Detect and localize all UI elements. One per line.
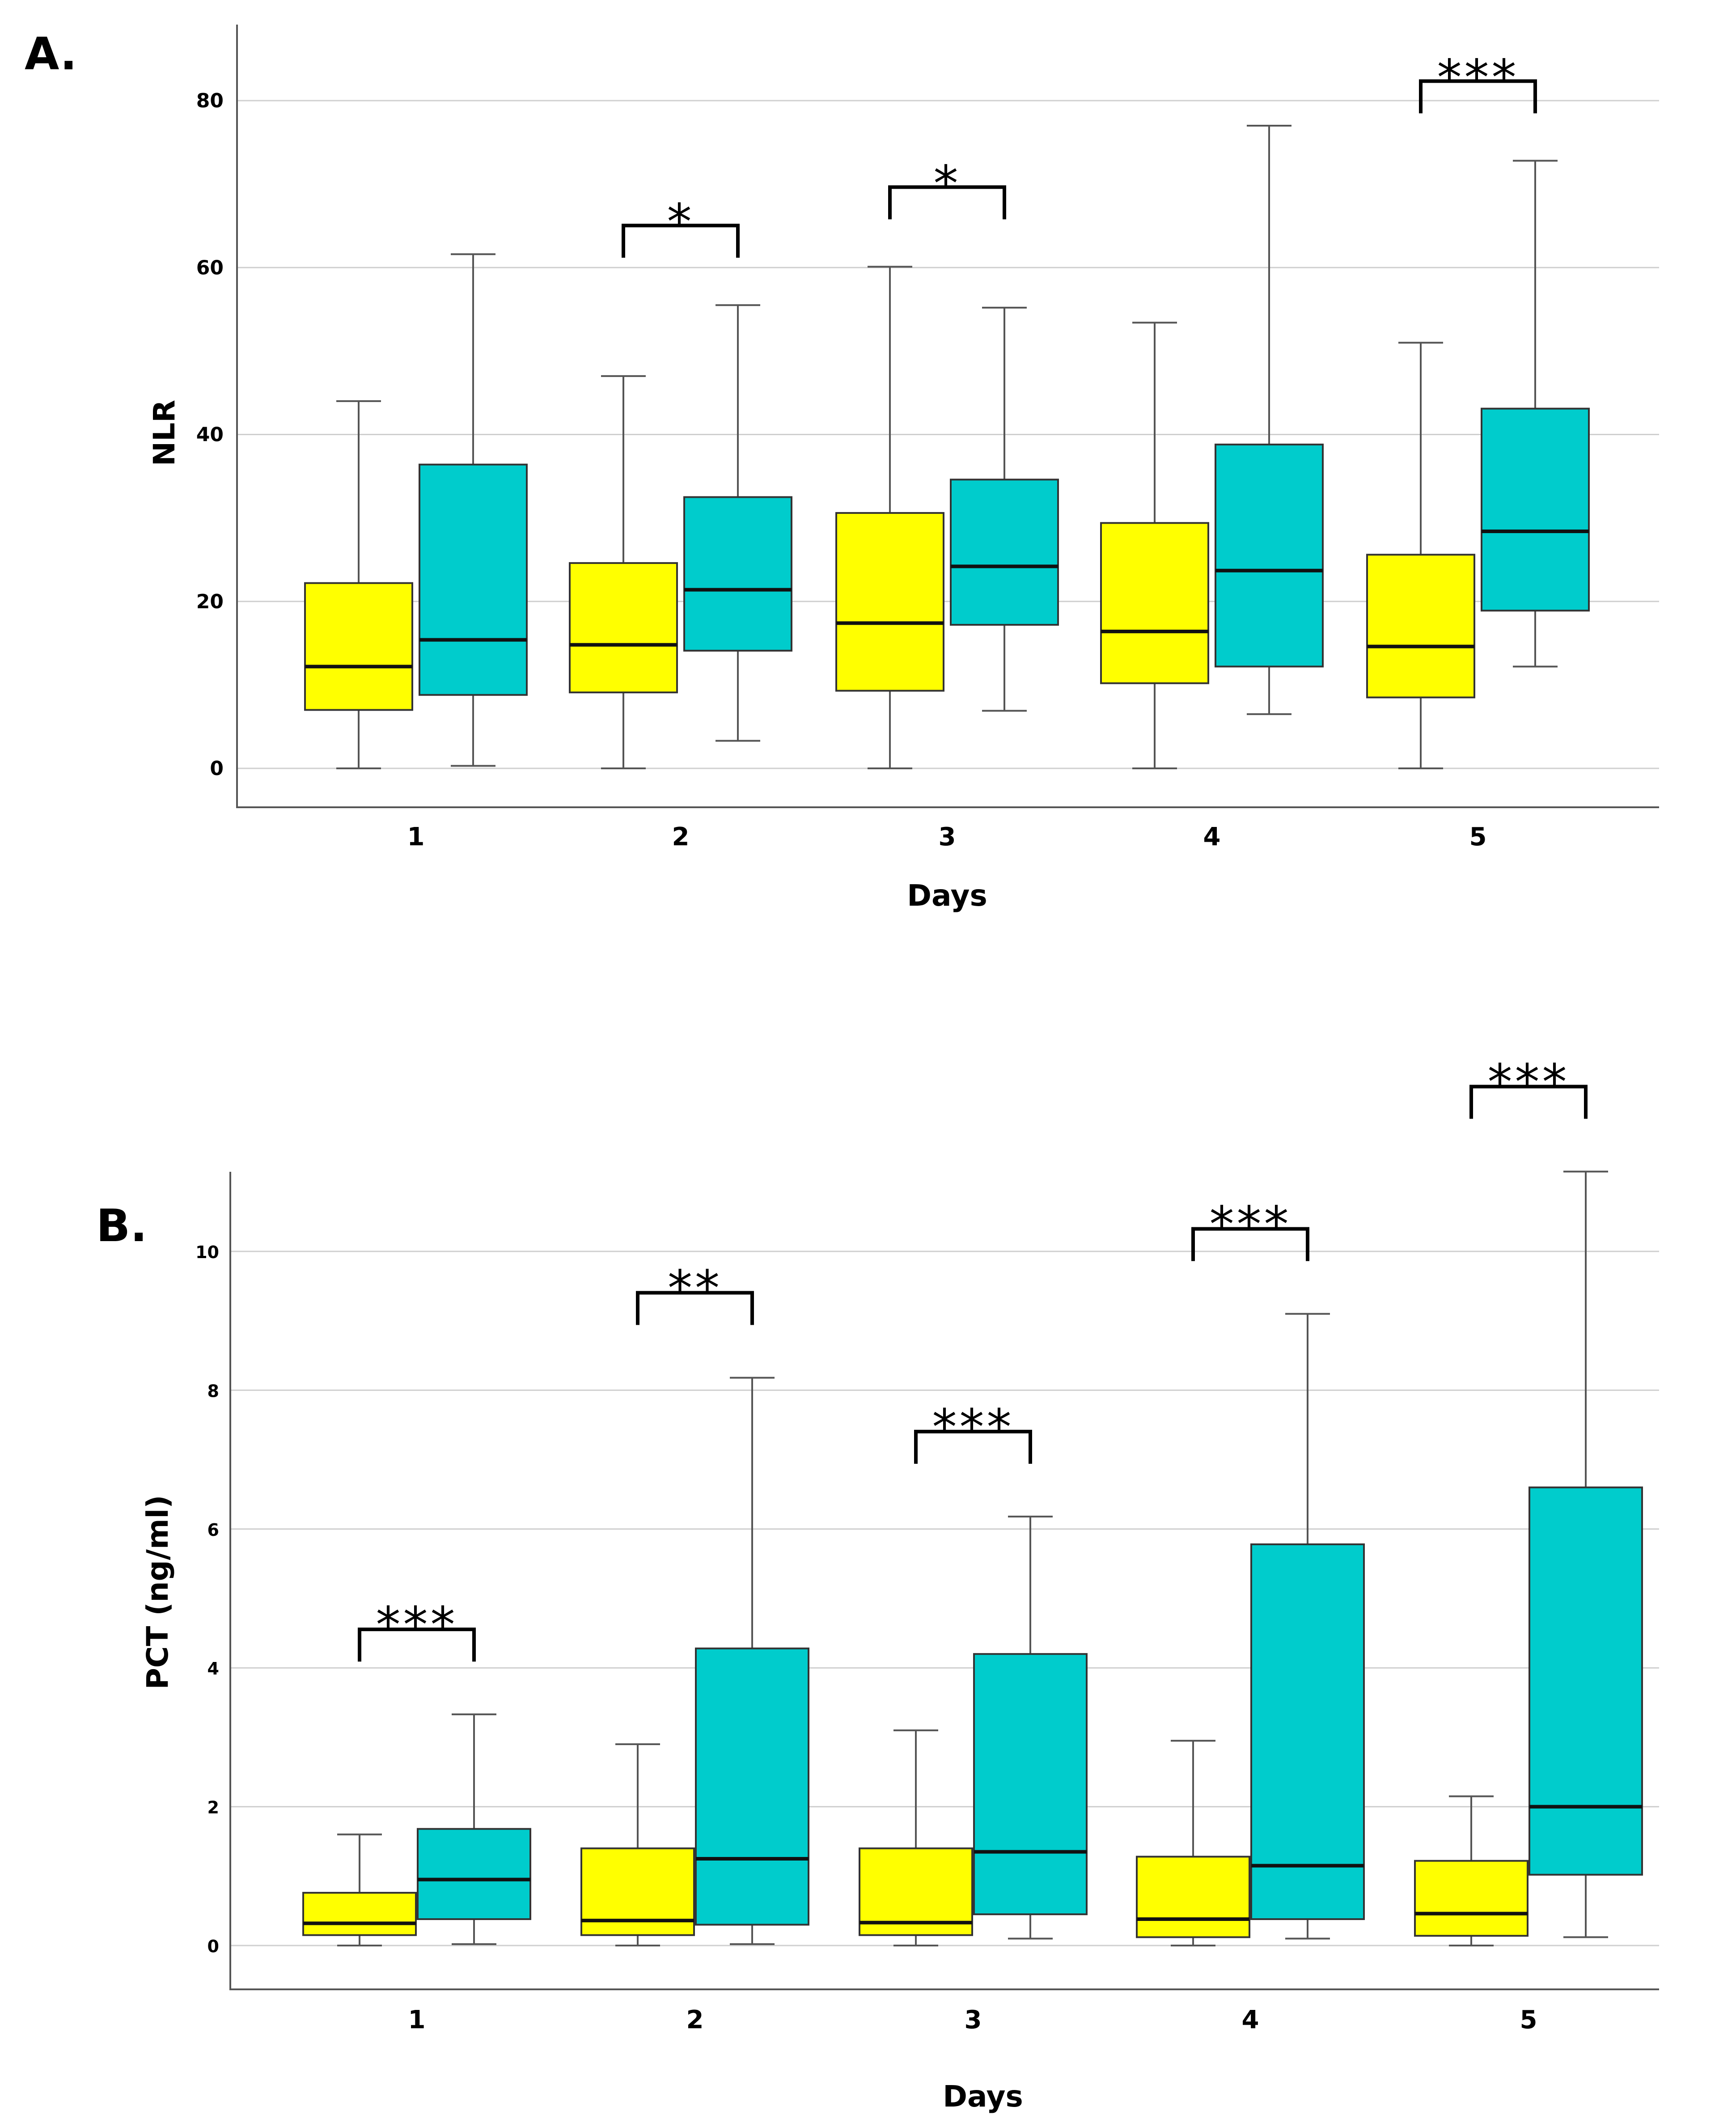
iqr-box <box>1136 1856 1250 1938</box>
box-group-2-day-5 <box>1481 160 1590 668</box>
box-group-2-day-4 <box>1250 1313 1365 1940</box>
significance-bracket <box>1191 1227 1309 1261</box>
iqr-box <box>304 582 413 711</box>
panel-a-axes <box>236 25 1659 808</box>
y-tick-label: 6 <box>207 1520 219 1540</box>
box-group-1-day-4 <box>1100 322 1209 769</box>
iqr-box <box>302 1892 417 1936</box>
x-tick-label: 2 <box>672 822 690 852</box>
y-tick-label: 0 <box>207 1937 219 1956</box>
iqr-box <box>1481 407 1590 612</box>
significance-label: *** <box>376 1596 458 1653</box>
y-tick-label: 4 <box>207 1659 219 1679</box>
box-group-2-day-1 <box>419 253 528 767</box>
panel-b-y-tick-labels: 0 2 4 6 8 10 <box>195 1242 219 1956</box>
significance-bracket <box>1469 1085 1588 1119</box>
significance-bracket <box>1419 79 1537 114</box>
box-group-2-day-1 <box>417 1713 531 1945</box>
box-group-1-day-1 <box>304 400 413 769</box>
panel-b-gridlines <box>230 1251 1659 1946</box>
y-tick-label: 2 <box>207 1798 219 1818</box>
significance-bracket <box>914 1429 1032 1464</box>
box-group-2-day-5 <box>1529 1170 1643 1938</box>
x-tick-label: 4 <box>1203 822 1221 852</box>
box-group-1-day-3 <box>859 1729 973 1946</box>
panel-a-y-axis-title: NLR <box>147 400 182 466</box>
panel-b-x-axis-title: Days <box>943 2079 1023 2114</box>
panel-b-label: B. <box>96 1200 147 1252</box>
iqr-box <box>1529 1486 1643 1876</box>
significance-label: *** <box>932 1399 1014 1456</box>
panel-a-x-tick-labels: 1 2 3 4 5 <box>407 822 1487 852</box>
box-group-1-day-2 <box>569 375 678 769</box>
panel-b-axes <box>229 1172 1659 1990</box>
significance-bracket <box>358 1628 476 1662</box>
iqr-box <box>859 1847 973 1936</box>
y-tick-label: 80 <box>196 89 224 112</box>
iqr-box <box>1215 443 1324 668</box>
box-group-1-day-5 <box>1366 342 1475 769</box>
significance-label: *** <box>1488 1054 1570 1111</box>
x-tick-label: 1 <box>408 2005 426 2035</box>
iqr-box <box>569 562 678 694</box>
iqr-box <box>835 512 944 692</box>
x-tick-label: 3 <box>965 2005 982 2035</box>
significance-label: * <box>667 193 694 250</box>
panel-a-y-tick-labels: 0 20 40 60 80 <box>196 89 224 780</box>
box-group-1-day-2 <box>580 1743 695 1946</box>
y-tick-label: 40 <box>196 424 224 446</box>
panel-a-boxes <box>304 124 1590 769</box>
iqr-box <box>1100 522 1209 684</box>
panel-a-label: A. <box>25 28 77 80</box>
significance-label: ** <box>668 1259 722 1317</box>
box-group-1-day-5 <box>1414 1795 1529 1946</box>
x-tick-label: 4 <box>1242 2005 1259 2035</box>
x-tick-label: 5 <box>1520 2005 1537 2035</box>
iqr-box <box>1366 554 1475 699</box>
significance-label: * <box>934 155 961 212</box>
x-tick-label: 3 <box>939 822 956 852</box>
box-group-2-day-2 <box>695 1377 809 1945</box>
iqr-box <box>1414 1860 1529 1937</box>
box-group-1-day-1 <box>302 1833 417 1946</box>
panel-b-y-axis-title: PCT (ng/ml) <box>140 1495 175 1690</box>
significance-bracket <box>888 185 1006 220</box>
y-tick-label: 0 <box>210 757 224 780</box>
panel-b-significance: ************** <box>358 1054 1588 1662</box>
significance-label: *** <box>1437 49 1519 106</box>
significance-label: *** <box>1210 1196 1291 1253</box>
box-group-2-day-3 <box>973 1515 1088 1940</box>
box-group-1-day-3 <box>835 266 944 769</box>
box-group-2-day-2 <box>683 304 792 742</box>
iqr-box <box>419 463 528 696</box>
significance-bracket <box>622 224 740 258</box>
iqr-box <box>1250 1543 1365 1920</box>
panel-a-x-axis-title: Days <box>907 878 987 913</box>
y-tick-label: 20 <box>196 590 224 613</box>
panel-b-boxes <box>302 1170 1643 1946</box>
y-tick-label: 60 <box>196 256 224 279</box>
iqr-box <box>683 496 792 652</box>
iqr-box <box>950 479 1059 626</box>
x-tick-label: 2 <box>686 2005 704 2035</box>
panel-a-significance: ***** <box>622 49 1537 258</box>
x-tick-label: 5 <box>1469 822 1487 852</box>
y-tick-label: 10 <box>195 1242 219 1262</box>
x-tick-label: 1 <box>407 822 425 852</box>
box-group-1-day-4 <box>1136 1740 1250 1946</box>
panel-b-x-tick-labels: 1 2 3 4 5 <box>408 2005 1537 2035</box>
iqr-box <box>417 1828 531 1920</box>
y-tick-label: 8 <box>207 1381 219 1401</box>
box-group-2-day-4 <box>1215 124 1324 715</box>
iqr-box <box>973 1653 1088 1916</box>
significance-bracket <box>636 1291 754 1325</box>
box-group-2-day-3 <box>950 306 1059 712</box>
iqr-box <box>695 1647 809 1926</box>
